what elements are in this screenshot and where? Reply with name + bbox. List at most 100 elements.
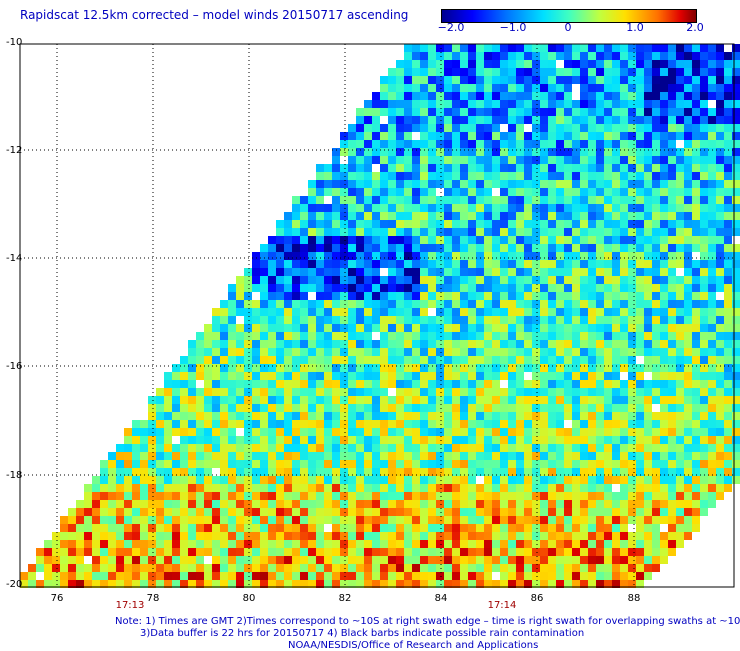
wind-cell xyxy=(628,388,636,396)
wind-cell xyxy=(444,228,452,236)
wind-cell xyxy=(612,508,620,516)
wind-cell xyxy=(668,340,676,348)
wind-cell xyxy=(468,404,476,412)
wind-cell xyxy=(524,76,532,84)
wind-cell xyxy=(292,300,300,308)
wind-cell xyxy=(716,348,724,356)
wind-cell xyxy=(692,76,700,84)
wind-cell xyxy=(692,68,700,76)
wind-cell xyxy=(460,284,468,292)
wind-cell xyxy=(420,124,428,132)
wind-cell xyxy=(724,436,732,444)
wind-cell xyxy=(404,84,412,92)
wind-cell xyxy=(284,268,292,276)
wind-cell xyxy=(324,268,332,276)
wind-cell xyxy=(420,476,428,484)
wind-cell xyxy=(724,268,732,276)
wind-cell xyxy=(468,148,476,156)
wind-cell xyxy=(68,508,76,516)
wind-cell xyxy=(572,156,580,164)
wind-cell xyxy=(380,100,388,108)
wind-cell xyxy=(652,164,660,172)
wind-cell xyxy=(236,500,244,508)
wind-cell xyxy=(324,364,332,372)
wind-cell xyxy=(532,180,540,188)
wind-cell xyxy=(212,332,220,340)
wind-cell xyxy=(524,532,532,540)
wind-cell xyxy=(508,532,516,540)
wind-cell xyxy=(252,468,260,476)
wind-cell xyxy=(276,412,284,420)
wind-cell xyxy=(132,444,140,452)
wind-cell xyxy=(124,532,132,540)
wind-cell xyxy=(716,308,724,316)
wind-cell xyxy=(124,572,132,580)
wind-cell xyxy=(652,124,660,132)
wind-cell xyxy=(460,276,468,284)
wind-cell xyxy=(636,324,644,332)
wind-cell xyxy=(620,164,628,172)
wind-cell xyxy=(516,492,524,500)
wind-cell xyxy=(684,436,692,444)
wind-cell xyxy=(396,548,404,556)
wind-cell xyxy=(668,508,676,516)
wind-cell xyxy=(364,564,372,572)
wind-cell xyxy=(452,396,460,404)
wind-cell xyxy=(236,476,244,484)
wind-cell xyxy=(652,372,660,380)
wind-cell xyxy=(308,492,316,500)
wind-cell xyxy=(556,388,564,396)
wind-cell xyxy=(292,228,300,236)
wind-cell xyxy=(484,420,492,428)
wind-cell xyxy=(508,124,516,132)
wind-cell xyxy=(628,516,636,524)
wind-cell xyxy=(532,220,540,228)
wind-cell xyxy=(508,348,516,356)
wind-cell xyxy=(540,100,548,108)
wind-cell xyxy=(612,188,620,196)
wind-cell xyxy=(244,332,252,340)
wind-cell xyxy=(388,332,396,340)
wind-cell xyxy=(404,356,412,364)
wind-cell xyxy=(236,436,244,444)
wind-cell xyxy=(588,100,596,108)
wind-cell xyxy=(292,580,300,588)
wind-cell xyxy=(612,156,620,164)
wind-cell xyxy=(292,236,300,244)
wind-cell xyxy=(260,540,268,548)
wind-cell xyxy=(108,556,116,564)
wind-cell xyxy=(476,420,484,428)
wind-cell xyxy=(444,492,452,500)
wind-cell xyxy=(668,420,676,428)
wind-cell xyxy=(380,524,388,532)
wind-cell xyxy=(572,548,580,556)
wind-cell xyxy=(596,332,604,340)
wind-cell xyxy=(588,300,596,308)
wind-cell xyxy=(596,156,604,164)
wind-cell xyxy=(580,156,588,164)
wind-cell xyxy=(692,188,700,196)
wind-cell xyxy=(492,508,500,516)
wind-cell xyxy=(468,260,476,268)
wind-cell xyxy=(276,532,284,540)
wind-cell xyxy=(476,260,484,268)
wind-cell xyxy=(500,284,508,292)
wind-cell xyxy=(412,108,420,116)
wind-cell xyxy=(260,340,268,348)
wind-cell xyxy=(420,364,428,372)
wind-cell xyxy=(156,524,164,532)
wind-cell xyxy=(244,484,252,492)
wind-cell xyxy=(292,420,300,428)
wind-cell xyxy=(388,196,396,204)
wind-cell xyxy=(380,108,388,116)
wind-cell xyxy=(644,252,652,260)
wind-cell xyxy=(388,484,396,492)
wind-cell xyxy=(564,236,572,244)
wind-cell xyxy=(444,204,452,212)
wind-cell xyxy=(524,324,532,332)
wind-cell xyxy=(268,380,276,388)
wind-cell xyxy=(412,436,420,444)
wind-cell xyxy=(308,572,316,580)
wind-cell xyxy=(716,476,724,484)
wind-cell xyxy=(436,100,444,108)
